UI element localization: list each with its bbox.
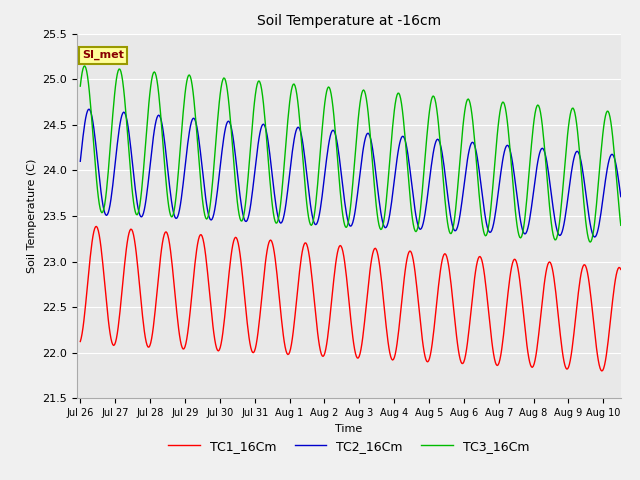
TC2_16Cm <box>173 215 180 221</box>
TC3_16Cm <box>586 239 594 245</box>
TC2_16Cm <box>484 227 492 233</box>
TC1_16Cm <box>76 338 84 344</box>
TC3_16Cm <box>396 92 404 98</box>
Text: SI_met: SI_met <box>82 50 124 60</box>
TC2_16Cm <box>322 163 330 169</box>
TC2_16Cm <box>438 150 446 156</box>
Y-axis label: Soil Temperature (C): Soil Temperature (C) <box>27 159 36 273</box>
TC3_16Cm <box>322 94 330 99</box>
TC1_16Cm <box>322 347 330 352</box>
TC1_16Cm <box>438 257 446 263</box>
TC2_16Cm <box>86 107 93 112</box>
TC3_16Cm <box>438 164 446 169</box>
Legend: TC1_16Cm, TC2_16Cm, TC3_16Cm: TC1_16Cm, TC2_16Cm, TC3_16Cm <box>163 435 534 458</box>
TC3_16Cm <box>76 83 84 89</box>
TC2_16Cm <box>216 164 224 170</box>
Title: Soil Temperature at -16cm: Soil Temperature at -16cm <box>257 14 441 28</box>
Line: TC3_16Cm: TC3_16Cm <box>80 66 621 242</box>
TC3_16Cm <box>216 92 224 97</box>
Line: TC2_16Cm: TC2_16Cm <box>80 109 621 237</box>
TC1_16Cm <box>216 345 224 350</box>
TC1_16Cm <box>93 224 100 229</box>
X-axis label: Time: Time <box>335 424 362 433</box>
Line: TC1_16Cm: TC1_16Cm <box>80 227 621 371</box>
TC2_16Cm <box>591 234 598 240</box>
TC1_16Cm <box>173 310 180 315</box>
TC2_16Cm <box>76 158 84 164</box>
TC1_16Cm <box>617 266 625 272</box>
TC2_16Cm <box>396 140 404 146</box>
TC1_16Cm <box>396 318 404 324</box>
TC3_16Cm <box>484 226 492 232</box>
TC3_16Cm <box>617 222 625 228</box>
TC3_16Cm <box>173 186 180 192</box>
TC1_16Cm <box>484 304 492 310</box>
TC2_16Cm <box>617 194 625 200</box>
TC1_16Cm <box>598 368 605 374</box>
TC3_16Cm <box>81 63 88 69</box>
